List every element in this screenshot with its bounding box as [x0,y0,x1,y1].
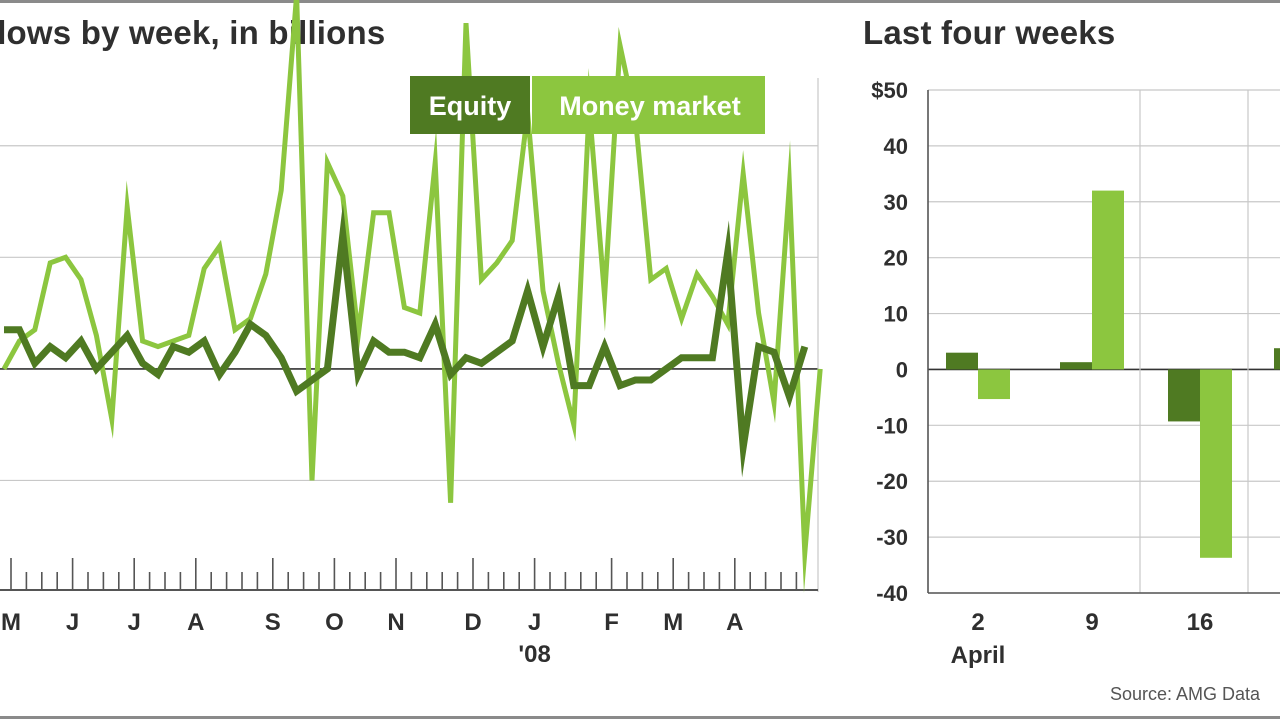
y-tick-label: -10 [876,413,908,438]
y-tick-label: -30 [876,525,908,550]
left-chart-series [1,0,823,593]
y-tick-label: $50 [871,78,908,103]
left-chart-x-axis: M J J A S O N D J F M A '08 [0,558,818,668]
x-month-label: A [726,609,743,636]
y-tick-label: 10 [884,302,908,327]
x-category-label: 9 [1085,609,1098,636]
money-market-bar-9 [1092,190,1124,370]
y-tick-label: 0 [896,357,908,382]
legend-money-market-label: Money market [559,91,741,121]
x-month-label: F [604,609,619,636]
x-month-label: M [663,609,683,636]
right-chart-labels: $50 40 30 20 10 0 -10 -20 -30 -40 2 9 16 April [871,78,1213,669]
frame-bottom-rule [0,716,1280,719]
x-month-label: J [528,609,541,636]
x-category-label: 16 [1187,609,1214,636]
equity-bar-2 [946,352,978,370]
money-market-series-line [1,0,823,593]
y-tick-label: -20 [876,469,908,494]
x-month-label: M [1,609,21,636]
right-chart-bars [946,190,1280,558]
left-chart-title: flows by week, in billions [0,14,386,51]
equity-series-line [4,203,809,478]
legend-equity-swatch [410,76,530,134]
money-market-bar-16 [1200,369,1232,558]
x-month-label: D [464,609,481,636]
x-category-label: 2 [971,609,984,636]
y-tick-label: 20 [884,246,908,271]
equity-bar-partial [1274,348,1280,370]
y-tick-label: 40 [884,134,908,159]
frame-top-rule [0,0,1280,3]
x-month-label: A [187,609,204,636]
legend-equity-label: Equity [429,91,512,121]
x-month-label: J [128,609,141,636]
x-month-label: N [387,609,404,636]
x-group-label: April [951,642,1006,669]
equity-bar-16 [1168,369,1200,422]
equity-bar-9 [1060,362,1092,370]
x-month-label: J [66,609,79,636]
x-month-label: O [325,609,344,636]
left-chart-gridlines [0,78,819,592]
legend-money-market-swatch [532,76,765,134]
y-tick-label: 30 [884,190,908,215]
money-market-bar-2 [978,369,1010,400]
x-year-label: '08 [518,641,550,668]
x-month-label: S [265,609,281,636]
source-note: Source: AMG Data [1110,684,1261,704]
y-tick-label: -40 [876,581,908,606]
right-chart-title: Last four weeks [863,14,1116,51]
left-chart-legend: Equity Money market [410,76,765,134]
